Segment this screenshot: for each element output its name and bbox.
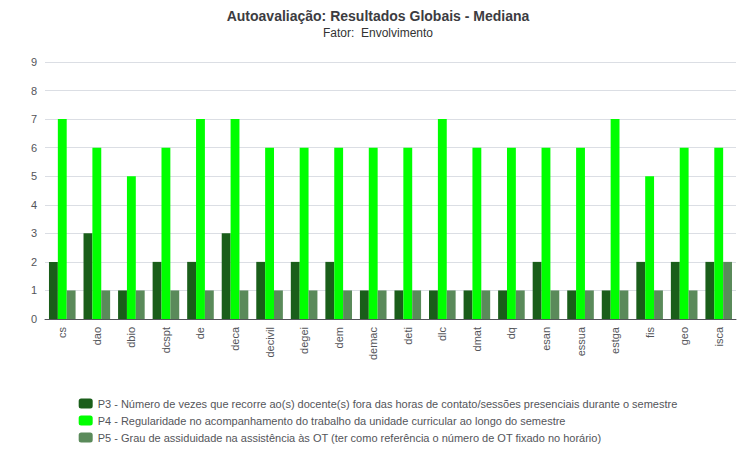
- svg-text:P3 - Número de vezes que recor: P3 - Número de vezes que recorre ao(s) d…: [98, 398, 678, 410]
- svg-text:4: 4: [31, 199, 37, 211]
- svg-text:estga: estga: [609, 326, 621, 354]
- svg-text:3: 3: [31, 227, 37, 239]
- svg-text:decivil: decivil: [264, 327, 276, 358]
- svg-text:dq: dq: [505, 327, 517, 339]
- svg-text:9: 9: [31, 56, 37, 68]
- svg-text:5: 5: [31, 170, 37, 182]
- svg-text:deca: deca: [229, 326, 241, 351]
- svg-text:P4 - Regularidade no acompanha: P4 - Regularidade no acompanhamento do t…: [98, 415, 566, 427]
- svg-text:Autoavaliação: Resultados Glob: Autoavaliação: Resultados Globais - Medi…: [227, 8, 530, 24]
- svg-text:essua: essua: [575, 326, 587, 356]
- svg-text:P5 - Grau de assiduidade na as: P5 - Grau de assiduidade na assistência …: [98, 432, 601, 444]
- svg-text:7: 7: [31, 113, 37, 125]
- svg-text:demac: demac: [367, 327, 379, 361]
- svg-text:esan: esan: [540, 327, 552, 351]
- svg-text:degei: degei: [298, 327, 310, 354]
- svg-text:dao: dao: [91, 327, 103, 345]
- svg-text:dem: dem: [333, 327, 345, 348]
- svg-text:de: de: [194, 327, 206, 339]
- svg-text:1: 1: [31, 284, 37, 296]
- svg-text:8: 8: [31, 85, 37, 97]
- svg-text:dlc: dlc: [436, 327, 448, 342]
- svg-text:isca: isca: [713, 326, 725, 346]
- svg-text:dcspt: dcspt: [160, 327, 172, 353]
- svg-text:deti: deti: [402, 327, 414, 345]
- svg-text:2: 2: [31, 256, 37, 268]
- svg-text:0: 0: [31, 313, 37, 325]
- svg-text:Fator: Envolvimento: Fator: Envolvimento: [323, 26, 433, 40]
- svg-text:dbio: dbio: [125, 327, 137, 348]
- svg-text:fis: fis: [644, 327, 656, 339]
- svg-text:geo: geo: [678, 327, 690, 345]
- svg-text:6: 6: [31, 142, 37, 154]
- svg-text:cs: cs: [56, 327, 68, 339]
- svg-text:dmat: dmat: [471, 327, 483, 351]
